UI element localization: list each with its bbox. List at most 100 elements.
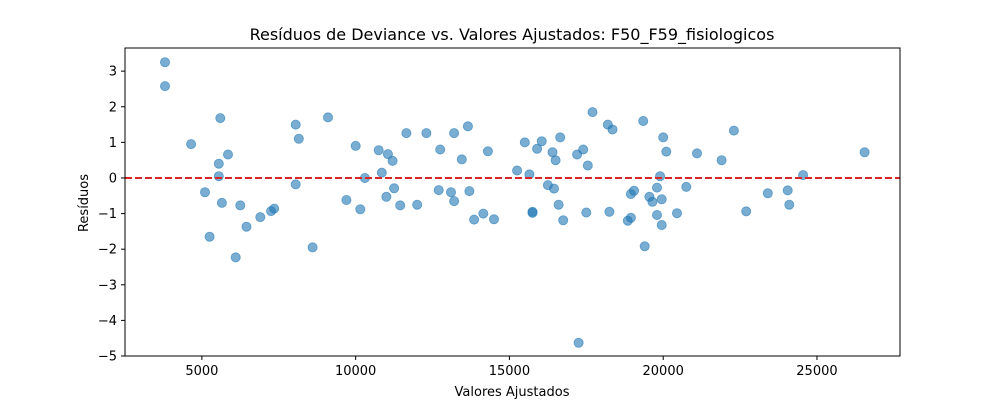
- data-point: [381, 191, 392, 202]
- y-tick-label: 3: [109, 65, 117, 80]
- y-tick-label: −3: [98, 278, 117, 293]
- y-tick-label: −4: [98, 314, 117, 329]
- data-point: [464, 186, 475, 197]
- data-point: [681, 181, 692, 192]
- data-point: [573, 337, 584, 348]
- data-point: [581, 207, 592, 218]
- data-point: [728, 125, 739, 136]
- y-tick-label: 2: [109, 100, 117, 115]
- data-point: [658, 132, 669, 143]
- data-point: [604, 206, 615, 217]
- data-point: [716, 155, 727, 166]
- data-point: [456, 154, 467, 165]
- data-point: [222, 149, 233, 160]
- data-point: [199, 187, 210, 198]
- x-tick-label: 15000: [489, 364, 530, 379]
- data-point: [412, 199, 423, 210]
- data-point: [215, 113, 226, 124]
- y-tick-label: −2: [98, 243, 117, 258]
- data-point: [382, 149, 393, 160]
- data-point: [449, 196, 460, 207]
- data-point: [241, 221, 252, 232]
- data-point: [578, 144, 589, 155]
- data-point: [230, 252, 241, 263]
- data-point: [661, 146, 672, 157]
- data-point: [524, 169, 535, 180]
- data-point: [216, 197, 227, 208]
- data-point: [555, 132, 566, 143]
- data-point: [536, 136, 547, 147]
- data-point: [656, 194, 667, 205]
- data-point: [782, 185, 793, 196]
- data-point: [512, 165, 523, 176]
- y-tick-label: 0: [109, 171, 117, 186]
- y-tick-label: 1: [109, 136, 117, 151]
- x-tick-label: 20000: [643, 364, 684, 379]
- data-point: [582, 160, 593, 171]
- data-point: [784, 199, 795, 210]
- data-point: [269, 203, 280, 214]
- data-point: [355, 204, 366, 215]
- plot-area: 5000 10000 15000 20000 25000 −5 −4 −3 −2 −1 0 1 2 3: [98, 47, 901, 379]
- data-point: [638, 116, 649, 127]
- data-point: [435, 144, 446, 155]
- data-point: [290, 119, 301, 130]
- data-point: [469, 214, 480, 225]
- data-point: [550, 155, 561, 166]
- data-point: [482, 146, 493, 157]
- data-point: [692, 148, 703, 159]
- data-point: [625, 212, 636, 223]
- data-point: [462, 121, 473, 132]
- data-point: [341, 194, 352, 205]
- data-point: [652, 182, 663, 193]
- data-point: [532, 143, 543, 154]
- data-point: [350, 140, 361, 151]
- data-point: [587, 107, 598, 118]
- y-axis-label: Resíduos: [77, 174, 92, 232]
- data-point: [376, 167, 387, 178]
- axes-frame: [124, 47, 901, 357]
- data-point: [235, 200, 246, 211]
- data-point: [421, 128, 432, 139]
- data-point: [401, 128, 412, 139]
- data-point: [558, 215, 569, 226]
- data-point: [607, 124, 618, 135]
- data-point: [433, 185, 444, 196]
- data-point: [293, 133, 304, 144]
- data-point: [159, 81, 170, 92]
- data-point: [647, 196, 658, 207]
- data-point: [373, 145, 384, 156]
- data-point: [652, 209, 663, 220]
- data-point: [656, 219, 667, 230]
- y-tick-label: −5: [98, 350, 117, 365]
- data-point: [478, 208, 489, 219]
- x-axis-label: Valores Ajustados: [455, 385, 570, 400]
- data-point: [553, 199, 564, 210]
- data-point: [527, 207, 538, 218]
- data-point: [213, 171, 224, 182]
- data-point: [488, 214, 499, 225]
- data-point: [549, 183, 560, 194]
- data-point: [322, 112, 333, 123]
- data-point: [389, 183, 400, 194]
- data-point: [449, 128, 460, 139]
- data-point: [307, 242, 318, 253]
- data-point: [762, 188, 773, 199]
- y-tick-label: −1: [98, 207, 117, 222]
- x-tick-label: 5000: [185, 364, 218, 379]
- data-point: [255, 212, 266, 223]
- data-point: [741, 206, 752, 217]
- data-point: [445, 187, 456, 198]
- data-point: [519, 137, 530, 148]
- x-tick-label: 25000: [796, 364, 837, 379]
- data-point: [639, 241, 650, 252]
- data-point: [655, 171, 666, 182]
- chart-title: Resíduos de Deviance vs. Valores Ajustad…: [250, 25, 775, 45]
- data-point: [186, 139, 197, 150]
- data-point: [290, 179, 301, 190]
- data-point: [204, 231, 215, 242]
- data-point: [395, 200, 406, 211]
- data-point: [387, 155, 398, 166]
